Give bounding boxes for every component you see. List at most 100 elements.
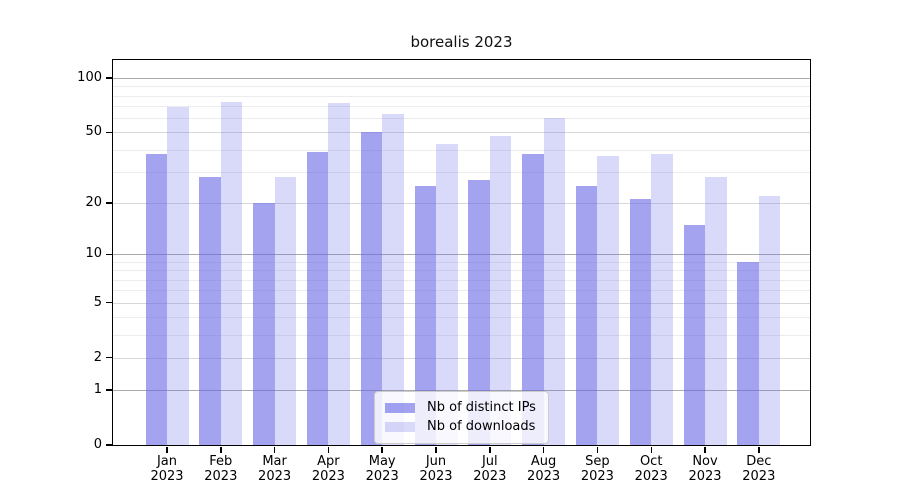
legend-label-distinct-ips: Nb of distinct IPs <box>427 400 536 415</box>
major-gridline-100 <box>113 78 810 79</box>
x-tick-jul <box>489 446 491 453</box>
minor-gridline-9 <box>113 261 810 263</box>
bar-ips-apr <box>306 151 329 445</box>
x-tick-year-feb: 2023 <box>204 469 238 484</box>
bar-ips-sep <box>575 185 598 445</box>
x-tick-label-feb: Feb 2023 <box>193 454 249 484</box>
x-tick-month-dec: Dec <box>746 454 772 469</box>
x-tick-year-nov: 2023 <box>688 469 722 484</box>
x-tick-year-oct: 2023 <box>634 469 668 484</box>
bar-ips-oct <box>629 199 652 445</box>
bar-downloads-dec <box>758 195 781 445</box>
bar-downloads-jan <box>167 107 189 445</box>
y-tick-50 <box>106 131 112 134</box>
bar-downloads-feb <box>220 101 243 445</box>
x-tick-label-jul: Jul 2023 <box>462 454 518 484</box>
minor-gridline-40 <box>113 149 810 151</box>
x-tick-month-mar: Mar <box>262 454 287 469</box>
y-tick-label-0: 0 <box>93 437 102 452</box>
x-tick-year-jan: 2023 <box>150 469 184 484</box>
x-tick-label-jun: Jun 2023 <box>408 454 464 484</box>
x-tick-label-nov: Nov 2023 <box>677 454 733 484</box>
x-tick-month-oct: Oct <box>639 454 663 469</box>
x-tick-year-apr: 2023 <box>311 469 345 484</box>
minor-gridline-60 <box>113 118 810 120</box>
y-tick-label-20: 20 <box>85 194 102 210</box>
major-gridline-10 <box>113 254 810 256</box>
y-tick-label-10: 10 <box>85 246 102 262</box>
y-tick-20 <box>106 202 112 204</box>
x-tick-month-jun: Jun <box>425 454 447 469</box>
bar-ips-mar <box>253 202 275 445</box>
x-tick-nov <box>704 446 706 453</box>
bar-ips-feb <box>199 177 221 445</box>
major-gridline-2 <box>113 357 810 359</box>
x-tick-label-jan: Jan 2023 <box>139 454 195 484</box>
x-tick-year-dec: 2023 <box>742 469 776 484</box>
major-gridline-1 <box>113 389 810 391</box>
minor-gridline-6 <box>113 290 810 292</box>
x-tick-sep <box>596 446 599 453</box>
major-gridline-20 <box>113 202 810 204</box>
bar-downloads-mar <box>274 177 297 445</box>
x-tick-oct <box>650 446 652 453</box>
minor-gridline-70 <box>113 106 810 107</box>
bar-downloads-oct <box>651 153 673 445</box>
x-tick-month-aug: Aug <box>530 454 557 469</box>
bar-ips-nov <box>683 224 705 445</box>
bar-downloads-jun <box>436 144 458 445</box>
x-tick-year-aug: 2023 <box>527 469 561 484</box>
minor-gridline-3 <box>113 334 810 336</box>
x-tick-label-apr: Apr 2023 <box>300 454 356 484</box>
legend-swatch-distinct-ips <box>385 402 415 413</box>
bar-downloads-apr <box>328 102 350 445</box>
x-tick-label-mar: Mar 2023 <box>247 454 303 484</box>
y-tick-label-5: 5 <box>93 294 102 310</box>
x-tick-label-oct: Oct 2023 <box>623 454 679 484</box>
y-tick-5 <box>106 301 112 304</box>
y-tick-100 <box>106 77 112 79</box>
x-tick-jan <box>166 446 168 453</box>
x-tick-month-nov: Nov <box>692 454 718 469</box>
bar-ips-jun <box>414 185 436 445</box>
x-tick-year-jun: 2023 <box>419 469 453 484</box>
minor-gridline-7 <box>113 279 810 281</box>
x-tick-label-dec: Dec 2023 <box>731 454 787 484</box>
x-tick-month-feb: Feb <box>209 454 233 469</box>
y-tick-label-1: 1 <box>93 381 102 397</box>
bar-downloads-jul <box>489 135 512 445</box>
x-tick-dec <box>758 446 760 453</box>
bar-downloads-nov <box>705 177 727 445</box>
x-tick-month-sep: Sep <box>585 454 610 469</box>
x-tick-year-mar: 2023 <box>258 469 292 484</box>
bar-downloads-aug <box>543 118 566 445</box>
x-tick-label-aug: Aug 2023 <box>516 454 572 484</box>
legend-entry-distinct-ips: Nb of distinct IPs <box>385 398 536 417</box>
plot-area: Nb of distinct IPs Nb of downloads <box>111 58 811 446</box>
legend-label-downloads: Nb of downloads <box>427 419 536 434</box>
x-tick-aug <box>542 446 545 453</box>
minor-gridline-8 <box>113 270 810 272</box>
bar-downloads-sep <box>597 155 619 445</box>
x-tick-year-jul: 2023 <box>473 469 507 484</box>
bar-ips-jan <box>145 153 167 445</box>
minor-gridline-30 <box>113 171 810 173</box>
y-tick-label-2: 2 <box>93 349 102 365</box>
bar-ips-aug <box>522 153 544 445</box>
y-tick-10 <box>106 253 112 256</box>
minor-gridline-90 <box>113 86 810 88</box>
x-tick-label-sep: Sep 2023 <box>569 454 625 484</box>
bar-ips-dec <box>737 261 759 445</box>
x-tick-label-may: May 2023 <box>354 454 410 484</box>
y-tick-label-50: 50 <box>85 124 102 140</box>
y-tick-1 <box>106 389 112 391</box>
x-tick-month-jul: Jul <box>481 454 498 469</box>
legend-entry-downloads: Nb of downloads <box>385 417 536 436</box>
x-tick-jun <box>435 446 437 453</box>
x-tick-may <box>381 446 383 453</box>
y-tick-0 <box>106 444 112 446</box>
x-tick-year-may: 2023 <box>365 469 399 484</box>
minor-gridline-80 <box>113 95 810 97</box>
x-tick-apr <box>327 446 330 453</box>
